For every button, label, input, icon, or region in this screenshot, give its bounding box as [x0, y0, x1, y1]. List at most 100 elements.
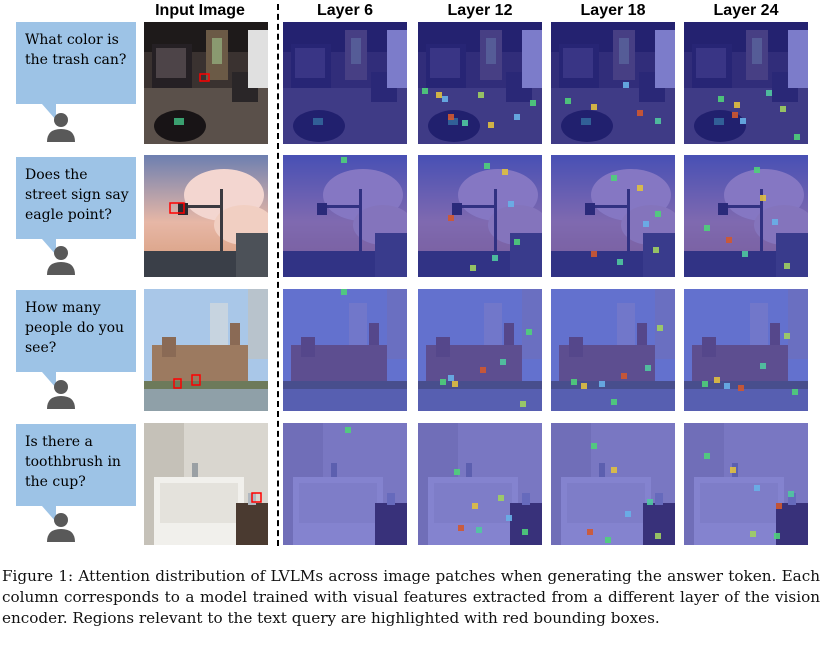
attention-patch [462, 120, 468, 126]
input-photo [144, 22, 268, 144]
question-text-2: Does the street sign say eagle point? [25, 167, 129, 223]
attention-patch [587, 529, 593, 535]
attention-patch [514, 114, 520, 120]
attention-map-row-3-col-1 [283, 289, 407, 411]
attention-patch [341, 157, 347, 163]
bounding-box [199, 73, 210, 82]
attention-patch [704, 453, 710, 459]
attention-map-row-1-col-2 [418, 22, 542, 144]
attention-patch [621, 373, 627, 379]
attention-heatmap [283, 289, 407, 411]
attention-patch [645, 365, 651, 371]
attention-patch [637, 185, 643, 191]
attention-heatmap [418, 22, 542, 144]
attention-patch [611, 399, 617, 405]
attention-map-row-2-col-4 [684, 155, 808, 277]
bounding-box [173, 378, 182, 389]
attention-patch [742, 251, 748, 257]
attention-patch [591, 104, 597, 110]
attention-patch [625, 511, 631, 517]
attention-patch [478, 92, 484, 98]
attention-patch [657, 325, 663, 331]
attention-patch [341, 289, 347, 295]
input-image-row-4 [144, 423, 268, 545]
attention-heatmap [551, 423, 675, 545]
attention-patch [714, 377, 720, 383]
attention-patch [484, 163, 490, 169]
attention-map-row-1-col-1 [283, 22, 407, 144]
input-photo [144, 155, 268, 277]
attention-map-row-4-col-3 [551, 423, 675, 545]
question-bubble-2: Does the street sign say eagle point? [16, 157, 136, 255]
attention-patch [623, 82, 629, 88]
attention-patch [448, 375, 454, 381]
attention-patch [522, 529, 528, 535]
attention-heatmap [283, 155, 407, 277]
attention-patch [792, 389, 798, 395]
attention-map-row-2-col-1 [283, 155, 407, 277]
attention-patch [734, 102, 740, 108]
attention-patch [508, 201, 514, 207]
question-text-3: How many people do you see? [25, 300, 125, 356]
attention-patch [780, 106, 786, 112]
attention-patch [794, 134, 800, 140]
attention-map-row-1-col-3 [551, 22, 675, 144]
attention-patch [776, 503, 782, 509]
attention-patch [452, 381, 458, 387]
column-header-input-image: Input Image [155, 2, 245, 19]
attention-patch [591, 251, 597, 257]
attention-patch [754, 167, 760, 173]
attention-map-row-2-col-2 [418, 155, 542, 277]
attention-patch [514, 239, 520, 245]
attention-patch [788, 491, 794, 497]
attention-patch [732, 112, 738, 118]
attention-patch [530, 100, 536, 106]
figure-caption: Figure 1: Attention distribution of LVLM… [2, 567, 820, 627]
input-photo [144, 423, 268, 545]
attention-patch [754, 485, 760, 491]
attention-patch [454, 469, 460, 475]
input-image-row-3 [144, 289, 268, 411]
attention-patch [704, 225, 710, 231]
input-divider-line [277, 4, 279, 546]
person-icon [47, 246, 75, 275]
attention-map-row-2-col-3 [551, 155, 675, 277]
attention-patch [738, 385, 744, 391]
attention-patch [784, 333, 790, 339]
attention-patch [724, 383, 730, 389]
attention-patch [476, 527, 482, 533]
attention-patch [500, 359, 506, 365]
attention-patch [655, 211, 661, 217]
attention-heatmap [551, 289, 675, 411]
input-photo [144, 289, 268, 411]
attention-heatmap [418, 289, 542, 411]
attention-patch [440, 379, 446, 385]
attention-patch [774, 533, 780, 539]
column-header-layer-6: Layer 6 [316, 2, 374, 19]
attention-patch [655, 118, 661, 124]
attention-heatmap [283, 22, 407, 144]
attention-map-row-3-col-2 [418, 289, 542, 411]
bounding-box [169, 202, 185, 214]
attention-patch [502, 169, 508, 175]
attention-patch [726, 237, 732, 243]
attention-patch [492, 255, 498, 261]
attention-patch [345, 427, 351, 433]
attention-patch [526, 329, 532, 335]
person-icon [47, 113, 75, 142]
attention-patch [506, 515, 512, 521]
attention-map-row-3-col-4 [684, 289, 808, 411]
attention-heatmap [684, 423, 808, 545]
attention-heatmap [283, 423, 407, 545]
attention-patch [470, 265, 476, 271]
attention-map-row-4-col-2 [418, 423, 542, 545]
attention-patch [655, 533, 661, 539]
attention-patch [599, 381, 605, 387]
attention-patch [605, 537, 611, 543]
attention-patch [611, 467, 617, 473]
attention-patch [750, 531, 756, 537]
attention-patch [772, 219, 778, 225]
attention-heatmap [684, 22, 808, 144]
bounding-box [251, 492, 262, 503]
attention-patch [718, 96, 724, 102]
